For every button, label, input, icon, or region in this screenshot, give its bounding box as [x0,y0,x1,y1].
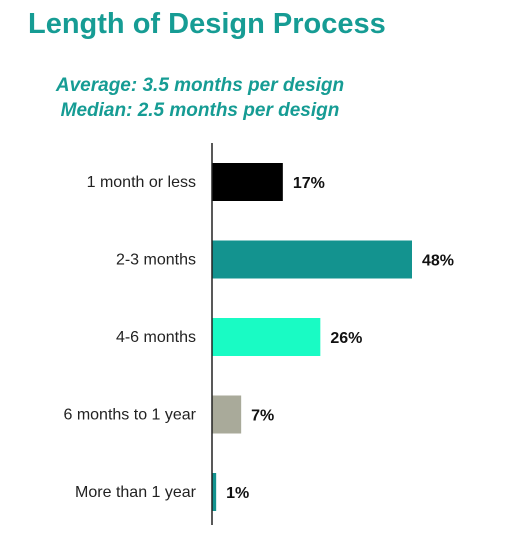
median-subtitle: Median: 2.5 months per design [60,100,340,121]
bar-5 [212,473,217,511]
value-label-4: 7% [251,408,274,425]
category-label-2: 2-3 months [116,252,196,269]
value-label-1: 17% [293,175,325,192]
bar-3 [212,318,321,356]
page-title: Length of Design Process [28,8,386,40]
value-label-3: 26% [330,330,362,347]
bar-4 [212,395,242,434]
category-label-5: More than 1 year [75,484,197,501]
average-subtitle: Average: 3.5 months per design [55,75,345,96]
value-label-2: 48% [422,253,454,270]
bar-1 [212,163,283,201]
category-label-3: 4-6 months [116,329,196,346]
category-label-4: 6 months to 1 year [63,407,196,424]
bar-2 [212,240,412,279]
value-label-5: 1% [226,485,249,502]
category-label-1: 1 month or less [87,174,196,191]
